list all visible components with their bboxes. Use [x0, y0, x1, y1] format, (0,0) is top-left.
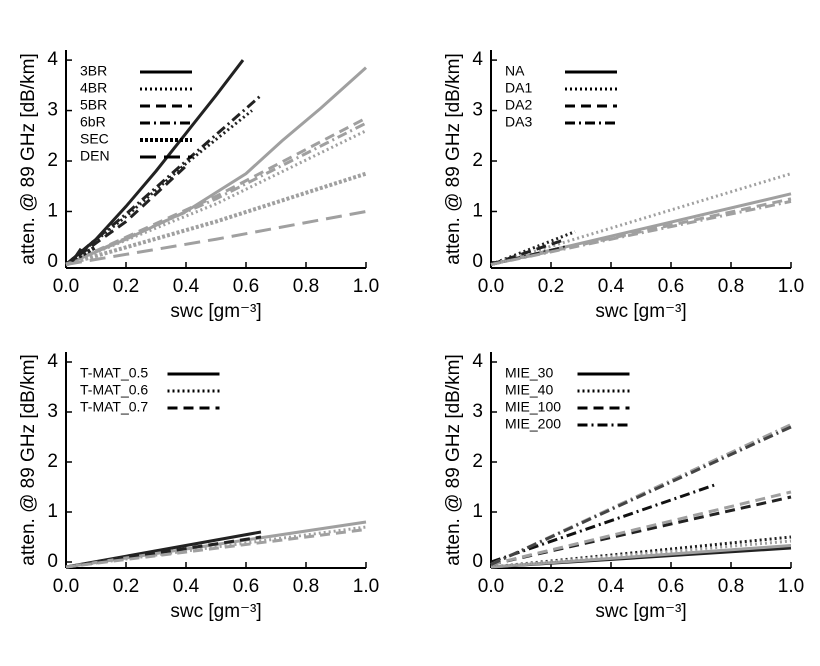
data-line [65, 94, 262, 266]
legend-label: T-MAT_0.6 [80, 382, 148, 398]
y-tick-label: 1 [472, 200, 483, 221]
data-line [490, 230, 576, 266]
x-axis-label: swc [gm⁻³] [595, 301, 686, 322]
data-line [70, 243, 86, 263]
legend-label: 4BR [80, 80, 107, 96]
x-tick-label: 1.0 [353, 276, 379, 297]
y-tick-label: 2 [47, 451, 58, 472]
x-tick-label: 1.0 [778, 276, 804, 297]
data-line [490, 172, 792, 266]
legend-label: DA2 [505, 97, 532, 113]
x-tick-label: 1.0 [778, 576, 804, 597]
x-tick-label: 0.2 [113, 576, 139, 597]
legend-label: SEC [80, 131, 109, 147]
x-tick-label: 0.8 [293, 576, 319, 597]
data-line [65, 129, 367, 266]
legend-label: MIE_200 [505, 416, 561, 432]
data-line [65, 59, 245, 266]
y-axis-label: atten. @ 89 GHz [dB/km] [443, 53, 464, 264]
panel: 0 1 2 3 4 0.0 0.2 0.4 0.6 0.8 1.0 swc [gm⁻³] atten. … [443, 351, 804, 622]
x-tick-label: 0.2 [538, 276, 564, 297]
legend-label: MIE_40 [505, 382, 553, 398]
data-line [490, 425, 792, 566]
x-tick-label: 0.0 [478, 276, 504, 297]
panel: 0 1 2 3 4 0.0 0.2 0.4 0.6 0.8 1.0 swc [gm⁻³] atten. … [443, 49, 804, 322]
y-tick-label: 2 [472, 451, 483, 472]
y-tick-label: 4 [47, 351, 58, 372]
x-tick-label: 0.6 [658, 576, 684, 597]
x-tick-label: 0.0 [53, 576, 79, 597]
data-line [65, 171, 367, 267]
y-tick-label: 3 [472, 401, 483, 422]
data-line [65, 109, 253, 266]
x-tick-label: 0.0 [478, 576, 504, 597]
y-axis-label: atten. @ 89 GHz [dB/km] [443, 354, 464, 565]
x-axis-label: swc [gm⁻³] [170, 301, 261, 322]
y-tick-label: 0 [47, 251, 58, 272]
x-tick-label: 0.0 [53, 276, 79, 297]
y-tick-label: 2 [472, 150, 483, 171]
x-tick-label: 0.2 [538, 576, 564, 597]
x-tick-label: 0.6 [233, 576, 259, 597]
legend-label: DA1 [505, 80, 532, 96]
y-tick-label: 3 [472, 100, 483, 121]
panel: 0 1 2 3 4 0.0 0.2 0.4 0.6 0.8 1.0 swc [gm⁻³] atten. … [18, 351, 379, 622]
legend-label: DEN [80, 148, 110, 164]
y-tick-label: 3 [47, 100, 58, 121]
panel: 0 1 2 3 4 0.0 0.2 0.4 0.6 0.8 1.0 swc [gm⁻³] atten. … [18, 49, 379, 322]
data-line [490, 490, 792, 566]
y-tick-label: 4 [472, 49, 483, 70]
legend-label: T-MAT_0.7 [80, 399, 148, 415]
x-tick-label: 0.8 [718, 276, 744, 297]
y-axis-label: atten. @ 89 GHz [dB/km] [18, 53, 39, 264]
y-tick-label: 4 [472, 351, 483, 372]
x-tick-label: 1.0 [353, 576, 379, 597]
y-tick-label: 0 [472, 551, 483, 572]
data-line [65, 121, 367, 266]
y-tick-label: 4 [47, 49, 58, 70]
x-tick-label: 0.6 [658, 276, 684, 297]
y-tick-label: 0 [472, 251, 483, 272]
x-tick-label: 0.4 [173, 276, 200, 297]
x-tick-label: 0.6 [233, 276, 259, 297]
x-axis-label: swc [gm⁻³] [595, 601, 686, 622]
y-tick-label: 0 [47, 551, 58, 572]
data-line [65, 164, 188, 266]
legend-label: MIE_30 [505, 365, 553, 381]
y-tick-label: 1 [47, 200, 58, 221]
x-axis-label: swc [gm⁻³] [170, 601, 261, 622]
data-line [490, 199, 792, 266]
data-line [490, 539, 792, 569]
legend-label: T-MAT_0.5 [80, 365, 148, 381]
legend-label: 6bR [80, 114, 106, 130]
data-line [65, 528, 367, 569]
data-line [490, 245, 567, 266]
legend-label: DA3 [505, 114, 532, 130]
x-tick-label: 0.2 [113, 276, 139, 297]
legend-label: 5BR [80, 97, 107, 113]
data-line [490, 237, 567, 266]
legend-label: MIE_100 [505, 399, 561, 415]
y-tick-label: 1 [472, 501, 483, 522]
legend-label: NA [505, 63, 525, 79]
x-tick-label: 0.4 [598, 276, 625, 297]
data-line [65, 210, 367, 266]
x-tick-label: 0.4 [173, 576, 200, 597]
x-tick-label: 0.8 [718, 576, 744, 597]
y-axis-label: atten. @ 89 GHz [dB/km] [18, 354, 39, 565]
y-tick-label: 2 [47, 150, 58, 171]
y-tick-label: 3 [47, 401, 58, 422]
x-tick-label: 0.4 [598, 576, 625, 597]
data-line [490, 197, 792, 266]
y-tick-label: 1 [47, 501, 58, 522]
legend-label: 3BR [80, 63, 107, 79]
x-tick-label: 0.8 [293, 276, 319, 297]
